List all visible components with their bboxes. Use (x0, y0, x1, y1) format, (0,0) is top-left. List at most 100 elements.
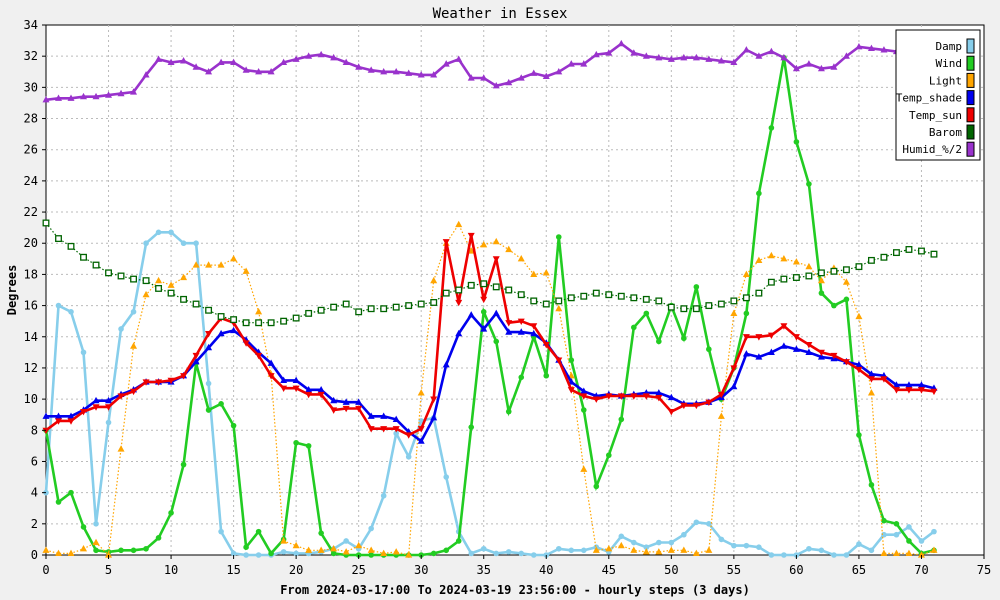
x-tick-label: 20 (289, 563, 303, 577)
data-point-light (880, 549, 888, 557)
data-point-barom (517, 291, 525, 299)
data-point-humid-2 (155, 55, 163, 62)
data-point-barom (42, 219, 50, 227)
data-point-barom (267, 319, 275, 327)
x-tick-label: 25 (351, 563, 365, 577)
data-point-barom (330, 303, 338, 311)
data-point-barom (918, 247, 925, 255)
data-point-temp-shade (430, 414, 438, 421)
data-point-temp-sun (442, 239, 450, 246)
data-point-barom (480, 280, 488, 288)
data-point-damp (868, 547, 875, 554)
data-point-light (755, 256, 763, 263)
data-point-damp (518, 550, 525, 557)
data-point-wind (580, 407, 587, 413)
data-point-light (917, 551, 925, 558)
data-point-temp-shade (480, 325, 488, 332)
data-point-temp-sun (830, 352, 838, 360)
data-point-humid-2 (517, 74, 525, 81)
legend-label-humid-2: Humid_%/2 (902, 143, 962, 156)
data-point-damp (130, 309, 137, 315)
data-point-temp-shade (217, 329, 225, 337)
data-point-temp-shade (330, 396, 338, 404)
data-point-temp-sun (292, 385, 300, 393)
data-point-light (505, 245, 513, 253)
data-point-wind (818, 290, 825, 296)
data-point-light (580, 465, 588, 472)
data-point-temp-sun (667, 408, 675, 416)
y-tick-label: 16 (24, 299, 38, 313)
legend-swatch-damp (966, 38, 975, 54)
data-point-temp-shade (392, 415, 400, 422)
data-point-damp (293, 550, 299, 557)
data-point-temp-sun (105, 404, 113, 411)
data-point-damp (931, 528, 937, 535)
data-point-temp-shade (467, 311, 475, 318)
data-point-wind (881, 517, 887, 524)
data-point-temp-sun (355, 405, 363, 413)
data-point-temp-sun (467, 232, 475, 240)
data-point-light (867, 389, 875, 396)
data-point-temp-sun (405, 432, 413, 439)
data-point-light (417, 389, 425, 396)
data-point-wind (743, 310, 750, 317)
data-point-temp-shade (730, 382, 738, 390)
data-point-damp (806, 545, 812, 552)
data-point-temp-sun (542, 341, 550, 349)
data-point-barom (555, 297, 563, 305)
data-point-barom (67, 242, 75, 250)
data-point-light (42, 546, 50, 553)
data-point-wind (493, 338, 500, 345)
data-point-humid-2 (267, 67, 275, 75)
data-point-humid-2 (55, 94, 63, 101)
data-point-temp-sun (592, 396, 600, 403)
data-point-humid-2 (842, 52, 850, 59)
data-point-damp (143, 240, 149, 247)
data-point-humid-2 (792, 64, 800, 72)
data-point-damp (918, 538, 925, 544)
series-humid-2 (42, 39, 938, 103)
data-point-light (392, 548, 400, 555)
data-point-light (230, 255, 238, 262)
x-tick-label: 0 (42, 563, 49, 577)
data-point-wind (368, 552, 374, 558)
data-point-light (480, 240, 488, 248)
data-point-barom (367, 305, 375, 313)
data-point-temp-sun (905, 387, 913, 394)
data-point-humid-2 (805, 60, 813, 67)
data-point-light (517, 255, 525, 262)
data-point-humid-2 (392, 67, 400, 75)
data-point-light (742, 270, 750, 278)
data-point-humid-2 (342, 58, 350, 66)
data-point-temp-shade (355, 398, 363, 405)
data-point-barom (867, 256, 875, 264)
data-point-temp-shade (917, 381, 925, 388)
data-point-temp-shade (517, 328, 525, 335)
data-point-temp-sun (192, 352, 200, 360)
data-point-barom (905, 246, 913, 253)
data-point-humid-2 (480, 74, 488, 81)
data-point-light (530, 270, 538, 278)
data-point-temp-shade (280, 376, 288, 384)
data-point-barom (292, 314, 300, 322)
data-point-temp-sun (67, 418, 75, 425)
x-tick-label: 60 (789, 563, 803, 577)
data-point-humid-2 (692, 53, 700, 61)
data-point-damp (568, 547, 575, 554)
data-point-barom (655, 297, 663, 305)
data-point-humid-2 (455, 55, 463, 62)
data-point-humid-2 (167, 58, 175, 66)
data-point-barom (605, 291, 613, 299)
data-point-barom (592, 289, 600, 297)
data-point-barom (792, 274, 800, 281)
y-tick-label: 12 (24, 361, 38, 375)
data-point-humid-2 (680, 53, 688, 61)
data-point-light (55, 549, 63, 557)
legend-label-wind: Wind (936, 57, 963, 70)
y-tick-label: 2 (31, 517, 38, 531)
data-point-light (555, 304, 563, 312)
data-point-damp (168, 229, 174, 236)
data-point-light (767, 251, 775, 259)
data-point-humid-2 (555, 67, 563, 75)
data-point-wind (80, 524, 87, 530)
